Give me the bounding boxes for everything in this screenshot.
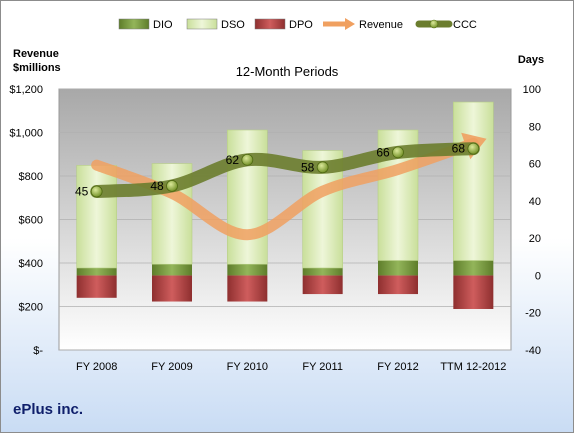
left-tick-label: $600	[19, 215, 43, 227]
legend: DIO DSO DPO Revenue CCC	[118, 18, 477, 31]
ccc-data-label: 66	[376, 145, 390, 159]
dpo-bar	[227, 275, 268, 302]
dio-bar	[76, 267, 117, 276]
legend-item-dso: DSO	[186, 18, 245, 31]
left-axis-title-line: $millions	[13, 62, 61, 74]
ccc-line	[90, 142, 480, 199]
category-label: FY 2011	[302, 361, 343, 373]
ccc-data-label: 45	[75, 185, 89, 199]
legend-item-revenue: Revenue	[323, 18, 403, 31]
dpo-bar	[378, 275, 418, 295]
dio-bar	[302, 267, 343, 276]
left-tick-label: $800	[19, 171, 43, 183]
right-axis-title: Days	[518, 54, 544, 66]
ccc-data-label: 58	[301, 160, 315, 174]
left-axis-title-line: Revenue	[13, 48, 59, 60]
right-tick-label: 20	[529, 233, 541, 245]
revenue-legend-arrow	[345, 18, 355, 30]
right-tick-label: -40	[525, 345, 541, 357]
right-tick-label: 40	[529, 196, 541, 208]
legend-item-dpo: DPO	[254, 18, 313, 31]
category-labels: FY 2008 FY 2009 FY 2010 FY 2011 FY 2012 TTM 1…	[76, 361, 506, 373]
dpo-bar	[302, 275, 343, 295]
category-label: FY 2010	[227, 361, 268, 373]
left-axis-ticks: $- $200 $400 $600 $800 $1,000 $1,200	[9, 84, 43, 357]
left-tick-label: $-	[33, 345, 43, 357]
left-tick-label: $1,000	[9, 128, 43, 140]
ccc-point	[467, 142, 480, 155]
dso-bar	[227, 129, 268, 265]
dio-bar	[152, 264, 192, 276]
dso-bar	[76, 165, 117, 269]
ccc-series: 45 48 62 58 66 68	[75, 142, 480, 199]
left-axis-title: Revenue $millions	[13, 48, 61, 74]
category-label: FY 2008	[76, 361, 117, 373]
right-tick-label: -20	[525, 308, 541, 320]
right-tick-label: 0	[535, 270, 541, 282]
dso-legend-swatch	[186, 18, 218, 30]
ccc-point	[316, 161, 329, 174]
left-tick-label: $1,200	[9, 84, 43, 96]
dpo-bar	[152, 275, 192, 302]
left-tick-label: $400	[19, 258, 43, 270]
ccc-point	[392, 146, 404, 159]
ccc-point	[166, 180, 178, 192]
dio-bar	[453, 260, 494, 276]
chart-title: 12-Month Periods	[236, 64, 339, 79]
legend-label: DSO	[221, 19, 245, 31]
ccc-data-label: 68	[452, 142, 466, 156]
legend-label: DIO	[153, 19, 173, 31]
dio-bar	[378, 260, 418, 276]
ccc-legend-marker	[429, 19, 439, 29]
right-tick-label: 80	[529, 121, 541, 133]
dso-bar	[453, 101, 494, 261]
dpo-bar	[76, 275, 117, 298]
right-tick-label: 100	[523, 84, 541, 96]
left-tick-label: $200	[19, 302, 43, 314]
ccc-data-label: 48	[150, 179, 164, 193]
dpo-legend-swatch	[254, 18, 286, 30]
legend-label: DPO	[289, 19, 313, 31]
ccc-point	[90, 185, 103, 198]
right-tick-label: 60	[529, 159, 541, 171]
dpo-bar	[453, 275, 494, 309]
dio-legend-swatch	[118, 18, 150, 30]
ccc-data-label: 62	[226, 153, 240, 167]
category-label: FY 2012	[377, 361, 418, 373]
ccc-point	[241, 153, 254, 166]
legend-item-ccc: CCC	[415, 19, 477, 31]
right-axis-ticks: -40 -20 0 20 40 60 80 100	[523, 84, 541, 357]
category-label: TTM 12-2012	[440, 361, 506, 373]
legend-label: Revenue	[359, 19, 403, 31]
legend-label: CCC	[453, 19, 477, 31]
category-label: FY 2009	[151, 361, 192, 373]
company-name: ePlus inc.	[13, 401, 84, 418]
legend-item-dio: DIO	[118, 18, 173, 31]
dio-bar	[227, 264, 268, 276]
